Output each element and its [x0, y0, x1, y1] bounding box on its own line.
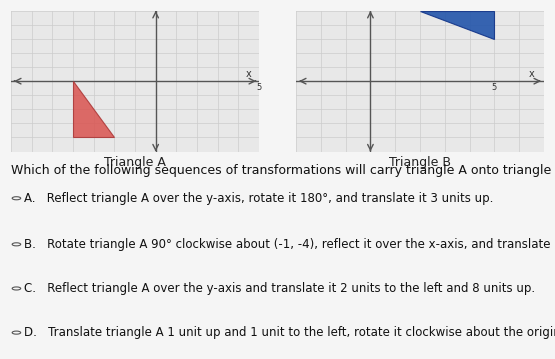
Text: 5: 5 — [256, 83, 261, 92]
Text: A.   Reflect triangle A over the y-axis, rotate it 180°, and translate it 3 unit: A. Reflect triangle A over the y-axis, r… — [24, 192, 494, 205]
Text: x: x — [528, 69, 534, 79]
Polygon shape — [420, 11, 495, 39]
Polygon shape — [73, 81, 114, 137]
Text: x: x — [246, 69, 251, 79]
Text: 5: 5 — [492, 83, 497, 92]
Text: C.   Reflect triangle A over the y-axis and translate it 2 units to the left and: C. Reflect triangle A over the y-axis an… — [24, 282, 536, 295]
Text: B.   Rotate triangle A 90° clockwise about (-1, -4), reflect it over the x-axis,: B. Rotate triangle A 90° clockwise about… — [24, 238, 555, 251]
X-axis label: Triangle A: Triangle A — [104, 156, 166, 169]
Text: D.   Translate triangle A 1 unit up and 1 unit to the left, rotate it clockwise : D. Translate triangle A 1 unit up and 1 … — [24, 326, 555, 339]
X-axis label: Triangle B: Triangle B — [389, 156, 451, 169]
Text: Which of the following sequences of transformations will carry triangle A onto t: Which of the following sequences of tran… — [11, 164, 555, 177]
